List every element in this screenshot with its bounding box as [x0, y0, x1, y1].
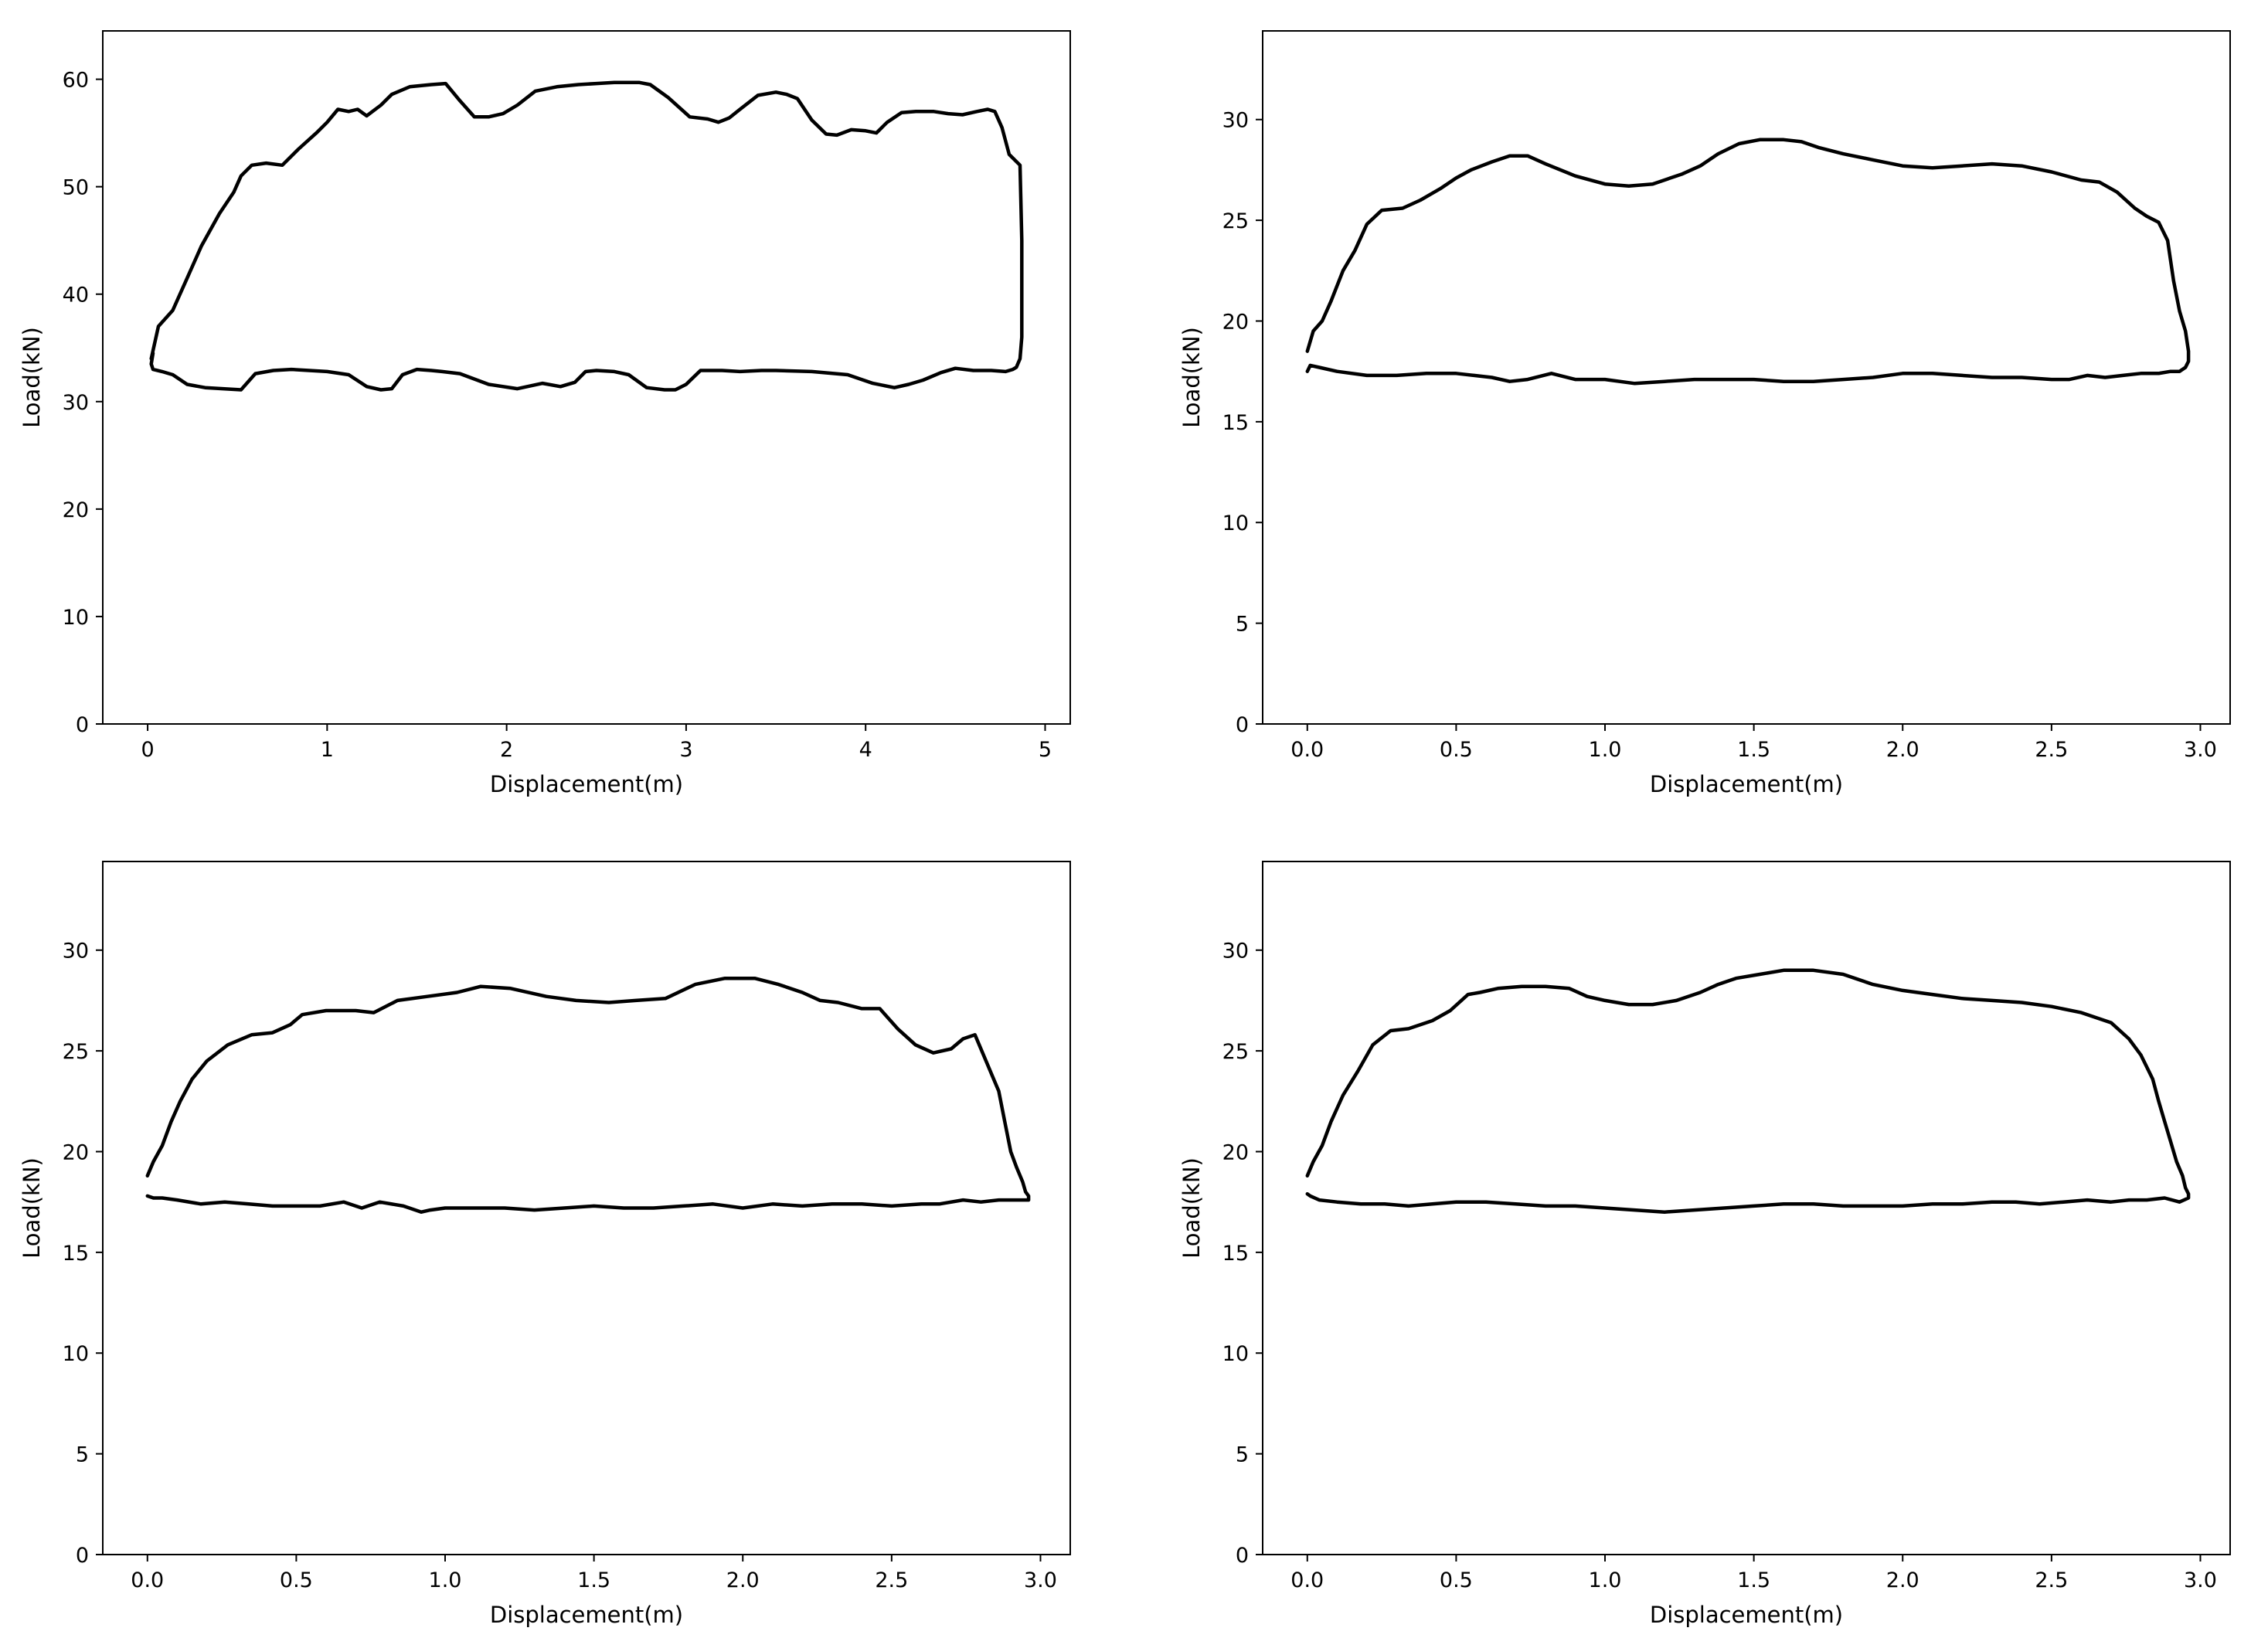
y-tick-label: 0 [1236, 713, 1249, 737]
y-tick-label: 25 [63, 1040, 89, 1064]
y-tick-label: 5 [1236, 613, 1249, 637]
y-tick-label: 30 [63, 391, 89, 415]
series-line-1 [1305, 138, 2191, 386]
x-axis-label: Displacement(m) [490, 771, 683, 797]
y-tick-label: 20 [63, 1140, 89, 1164]
x-tick-label: 3 [679, 738, 692, 762]
x-axis-label: Displacement(m) [1650, 771, 1843, 797]
x-tick-label: 4 [859, 738, 872, 762]
x-tick-label: 1.5 [577, 1568, 610, 1592]
panel-top-right: 0.0 0.5 1.0 1.5 2.0 2.5 3.0 0 5 10 15 20 25 30 Displac… [1178, 30, 2231, 797]
y-tick-label: 30 [63, 940, 89, 963]
y-axis-label: Load(kN) [1178, 1157, 1205, 1259]
plot-frame [102, 861, 1071, 1555]
x-axis-label: Displacement(m) [490, 1602, 683, 1628]
panel-bottom-left: 0.0 0.5 1.0 1.5 2.0 2.5 3.0 0 5 10 15 20 25 30 Displac… [19, 861, 1071, 1628]
x-tick-label: 2.0 [1886, 1568, 1919, 1592]
y-tick-label: 20 [63, 498, 89, 522]
x-tick-label: 3.0 [1024, 1568, 1057, 1592]
series-line-1 [145, 976, 1031, 1214]
y-axis-label: Load(kN) [19, 327, 45, 428]
y-tick-label: 40 [63, 284, 89, 308]
x-tick-label: 0.0 [1290, 1568, 1324, 1592]
y-tick-label: 20 [1222, 310, 1249, 334]
x-tick-label: 2.5 [2035, 1568, 2068, 1592]
x-tick-label: 1.5 [1737, 1568, 1770, 1592]
x-tick-label: 1.0 [1589, 738, 1622, 762]
y-tick-label: 15 [63, 1242, 89, 1266]
x-tick-label: 0 [141, 738, 154, 762]
series-line-1 [1305, 968, 2191, 1214]
y-axis-label: Load(kN) [19, 1157, 45, 1259]
x-tick-label: 1 [321, 738, 334, 762]
x-tick-label: 0.5 [1440, 738, 1473, 762]
plot-frame [1262, 861, 2231, 1555]
series-line-1 [149, 80, 1024, 392]
x-tick-label: 2 [500, 738, 513, 762]
x-tick-label: 1.0 [429, 1568, 462, 1592]
x-tick-label: 3.0 [2184, 1568, 2217, 1592]
x-axis-label: Displacement(m) [1650, 1602, 1843, 1628]
y-tick-label: 15 [1222, 411, 1249, 435]
panel-bottom-right: 0.0 0.5 1.0 1.5 2.0 2.5 3.0 0 5 10 15 20 25 30 Displac… [1178, 861, 2231, 1628]
x-tick-label: 0.0 [131, 1568, 164, 1592]
y-tick-label: 25 [1222, 1040, 1249, 1064]
plot-frame [102, 30, 1071, 725]
x-tick-label: 0.5 [1440, 1568, 1473, 1592]
y-tick-label: 15 [1222, 1242, 1249, 1266]
x-tick-label: 2.0 [726, 1568, 760, 1592]
y-tick-label: 10 [1222, 511, 1249, 535]
y-tick-label: 60 [63, 69, 89, 93]
x-tick-label: 2.0 [1886, 738, 1919, 762]
x-tick-label: 1.0 [1589, 1568, 1622, 1592]
y-tick-label: 10 [1222, 1342, 1249, 1366]
y-axis-label: Load(kN) [1178, 327, 1205, 428]
x-tick-label: 0.5 [280, 1568, 313, 1592]
y-tick-label: 10 [63, 1342, 89, 1366]
x-tick-label: 2.5 [2035, 738, 2068, 762]
y-tick-label: 50 [63, 176, 89, 200]
x-tick-label: 2.5 [875, 1568, 908, 1592]
y-tick-label: 0 [1236, 1544, 1249, 1568]
x-tick-label: 3.0 [2184, 738, 2217, 762]
y-tick-label: 5 [76, 1443, 89, 1467]
y-tick-label: 20 [1222, 1140, 1249, 1164]
y-tick-label: 0 [76, 1544, 89, 1568]
y-tick-label: 10 [63, 606, 89, 630]
y-tick-label: 0 [76, 713, 89, 737]
panel-top-left: 0 1 2 3 4 50102030405060Displacement(m)Load(k… [19, 30, 1071, 797]
plot-frame [1262, 30, 2231, 725]
y-tick-label: 30 [1222, 109, 1249, 133]
y-tick-label: 30 [1222, 940, 1249, 963]
y-tick-label: 25 [1222, 209, 1249, 233]
x-tick-label: 1.5 [1737, 738, 1770, 762]
y-tick-label: 5 [1236, 1443, 1249, 1467]
x-tick-label: 5 [1039, 738, 1052, 762]
x-tick-label: 0.0 [1290, 738, 1324, 762]
